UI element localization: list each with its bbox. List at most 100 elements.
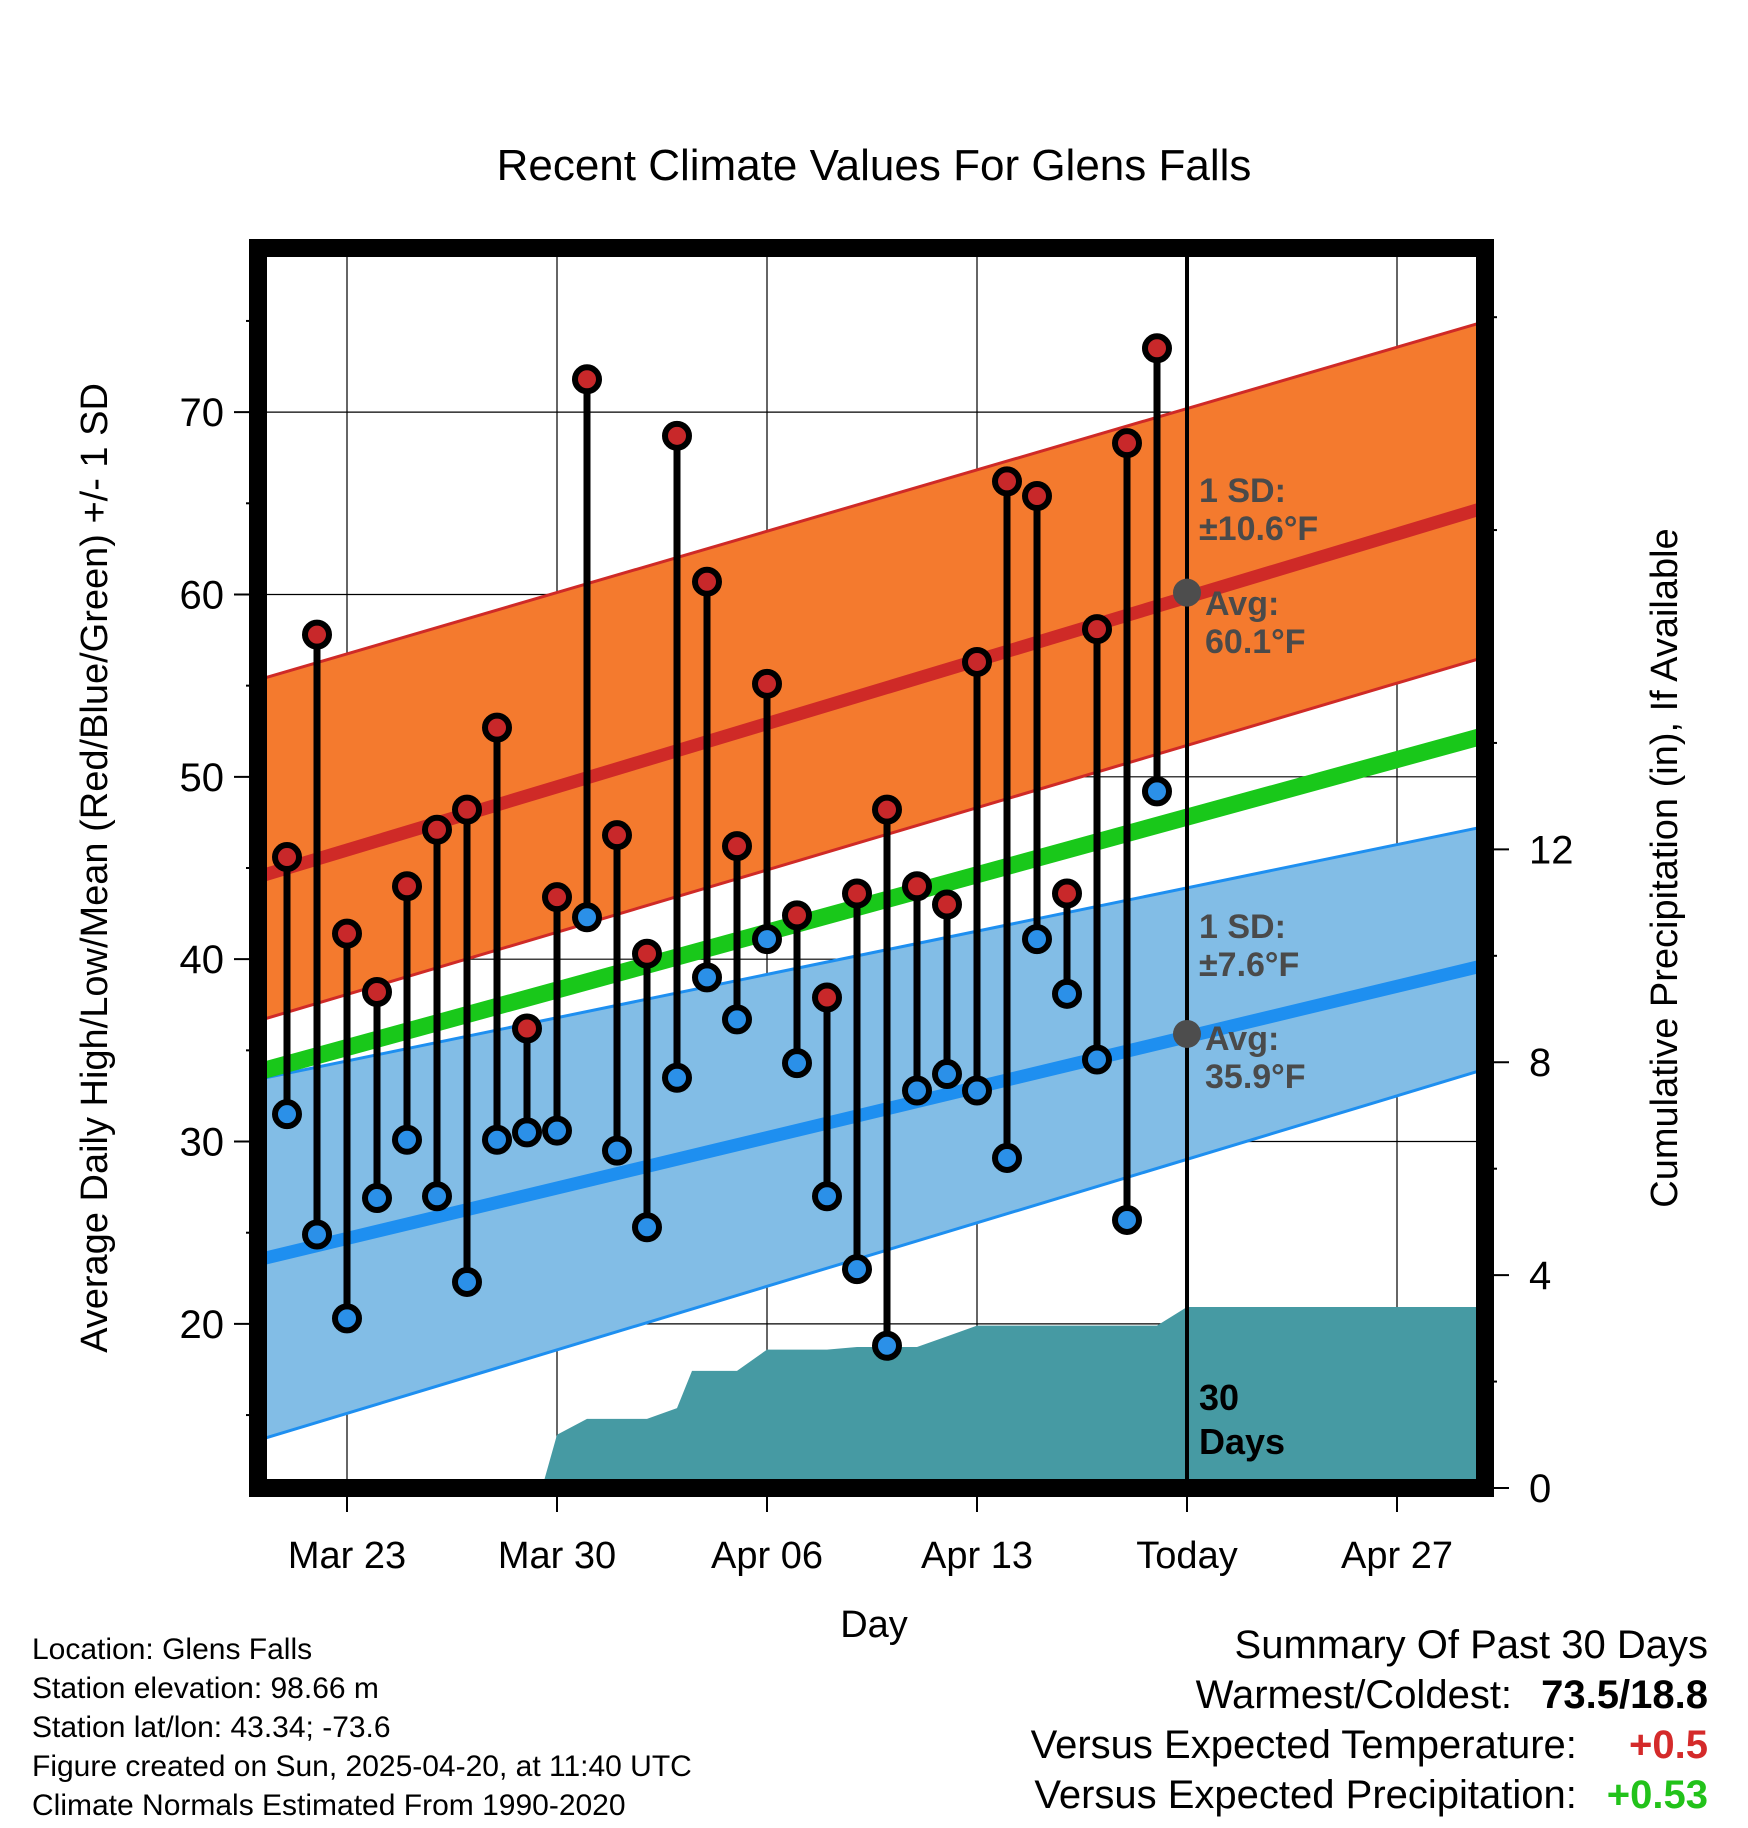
daily-high-point bbox=[332, 918, 362, 949]
daily-low-point bbox=[272, 1099, 302, 1130]
normal-low-band bbox=[257, 826, 1487, 1441]
daily-low-point bbox=[842, 1254, 872, 1285]
daily-high-point bbox=[392, 871, 422, 902]
daily-high-point bbox=[662, 420, 692, 451]
daily-high-point bbox=[1022, 481, 1052, 511]
daily-high-point bbox=[902, 871, 932, 902]
warmest-value: 73.5/18.8 bbox=[1541, 1673, 1708, 1717]
daily-low-point bbox=[1082, 1044, 1112, 1075]
summary-temp-row: Versus Expected Temperature: +0.5 bbox=[1031, 1720, 1708, 1770]
normal-low-annotation-text: 35.9°F bbox=[1205, 1058, 1306, 1096]
normal-high-annotation-text: 60.1°F bbox=[1205, 623, 1306, 661]
daily-high-point bbox=[1082, 614, 1112, 645]
normal-high-annotation-text: Avg: bbox=[1205, 585, 1279, 623]
daily-high-point bbox=[482, 712, 512, 743]
daily-low-point bbox=[392, 1124, 422, 1155]
daily-high-point bbox=[692, 566, 722, 597]
daily-low-point bbox=[812, 1181, 842, 1212]
daily-high-point bbox=[302, 619, 332, 650]
normal-high-today-avg-dot bbox=[1173, 578, 1201, 607]
daily-high-point bbox=[362, 977, 392, 1007]
x-tick-label: Apr 06 bbox=[711, 1535, 823, 1577]
y2-tick-label: 0 bbox=[1529, 1467, 1551, 1511]
daily-observations bbox=[272, 333, 1172, 1361]
daily-high-point bbox=[782, 900, 812, 931]
normal-high-band bbox=[257, 320, 1487, 1022]
normals-note: Climate Normals Estimated From 1990-2020 bbox=[32, 1789, 626, 1822]
station-location: Location: Glens Falls bbox=[32, 1633, 313, 1666]
daily-low-point bbox=[1052, 978, 1082, 1009]
daily-low-point bbox=[902, 1075, 932, 1106]
station-latlon: Station lat/lon: 43.34; -73.6 bbox=[32, 1711, 391, 1744]
daily-high-point bbox=[632, 938, 662, 969]
normal-mean-line bbox=[254, 726, 1490, 1081]
x-tick-label: Mar 30 bbox=[498, 1535, 616, 1577]
station-info: Location: Glens Falls Station elevation:… bbox=[32, 1630, 692, 1825]
daily-high-point bbox=[1112, 428, 1142, 459]
daily-high-point bbox=[272, 842, 302, 873]
daily-low-point bbox=[962, 1075, 992, 1106]
precip-value: +0.53 bbox=[1606, 1773, 1708, 1817]
daily-high-point bbox=[872, 794, 902, 825]
precipitation-area bbox=[258, 1307, 1487, 1488]
x-tick-label: Apr 27 bbox=[1341, 1535, 1453, 1577]
station-elevation: Station elevation: 98.66 m bbox=[32, 1672, 379, 1705]
y-tick-label: 40 bbox=[180, 938, 225, 982]
normal-low-today-avg-dot bbox=[1173, 1019, 1201, 1048]
daily-low-point bbox=[302, 1219, 332, 1250]
y-tick-label: 30 bbox=[180, 1121, 225, 1165]
axes: 20 30 40 50 60 70 0 4 8 12 Mar 23 Mar 30 Apr 06 Apr 1… bbox=[180, 316, 1574, 1577]
chart-title: Recent Climate Values For Glens Falls bbox=[497, 141, 1252, 190]
precip-label: Versus Expected Precipitation: bbox=[1034, 1773, 1577, 1817]
daily-low-point bbox=[1022, 924, 1052, 955]
daily-low-point bbox=[362, 1183, 392, 1214]
daily-low-point bbox=[452, 1266, 482, 1297]
daily-high-point bbox=[1052, 878, 1082, 909]
daily-high-point bbox=[752, 668, 782, 699]
figure-created: Figure created on Sun, 2025-04-20, at 11… bbox=[32, 1750, 692, 1783]
daily-high-point bbox=[992, 466, 1022, 497]
y-tick-label: 20 bbox=[180, 1303, 225, 1347]
normal-bands bbox=[254, 319, 1490, 1443]
x-tick-label: Apr 13 bbox=[921, 1535, 1033, 1577]
normal-low-lower-line bbox=[256, 1067, 1488, 1443]
y-axis-label: Average Daily High/Low/Mean (Red/Blue/Gr… bbox=[74, 383, 116, 1353]
daily-low-point bbox=[572, 902, 602, 933]
daily-high-point bbox=[572, 364, 602, 395]
daily-low-point bbox=[422, 1181, 452, 1212]
summary-precip-row: Versus Expected Precipitation: +0.53 bbox=[1031, 1770, 1708, 1820]
y2-axis-label: Cumulative Precipitation (in), If Availa… bbox=[1644, 528, 1686, 1207]
normal-low-annotation-text: 1 SD: bbox=[1199, 908, 1286, 946]
x-tick-label: Today bbox=[1136, 1535, 1237, 1577]
temp-value: +0.5 bbox=[1629, 1723, 1708, 1767]
daily-low-point bbox=[632, 1212, 662, 1243]
x-axis-label: Day bbox=[840, 1604, 908, 1646]
normal-low-annotation-text: Avg: bbox=[1205, 1020, 1279, 1058]
normal-low-upper-line bbox=[256, 824, 1488, 1081]
daily-low-point bbox=[332, 1303, 362, 1334]
temp-label: Versus Expected Temperature: bbox=[1030, 1723, 1577, 1767]
daily-low-point bbox=[1112, 1204, 1142, 1235]
normal-low-annotation-text: ±7.6°F bbox=[1199, 946, 1299, 984]
y-tick-label: 60 bbox=[180, 573, 225, 617]
y2-tick-label: 12 bbox=[1529, 828, 1574, 872]
x-tick-label: Mar 23 bbox=[288, 1535, 406, 1577]
y2-tick-label: 4 bbox=[1529, 1254, 1551, 1298]
daily-low-point bbox=[722, 1004, 752, 1035]
daily-high-point bbox=[512, 1013, 542, 1044]
daily-low-point bbox=[1142, 776, 1172, 807]
y-tick-label: 70 bbox=[180, 391, 225, 435]
daily-low-point bbox=[872, 1330, 902, 1361]
daily-low-point bbox=[752, 924, 782, 955]
daily-high-point bbox=[452, 794, 482, 825]
today-marker-label: 30 bbox=[1199, 1377, 1239, 1418]
daily-low-point bbox=[782, 1048, 812, 1079]
daily-low-point bbox=[542, 1115, 572, 1146]
daily-low-point bbox=[692, 962, 722, 993]
daily-high-point bbox=[722, 831, 752, 862]
daily-high-point bbox=[962, 646, 992, 677]
